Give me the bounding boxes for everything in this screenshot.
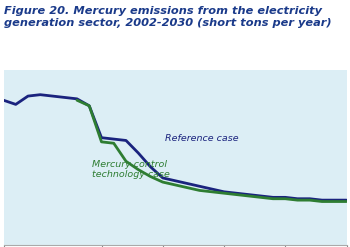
Text: Mercury control
technology case: Mercury control technology case	[92, 160, 170, 179]
Text: Reference case: Reference case	[165, 134, 239, 143]
Text: Figure 20. Mercury emissions from the electricity
generation sector, 2002-2030 (: Figure 20. Mercury emissions from the el…	[4, 6, 331, 28]
